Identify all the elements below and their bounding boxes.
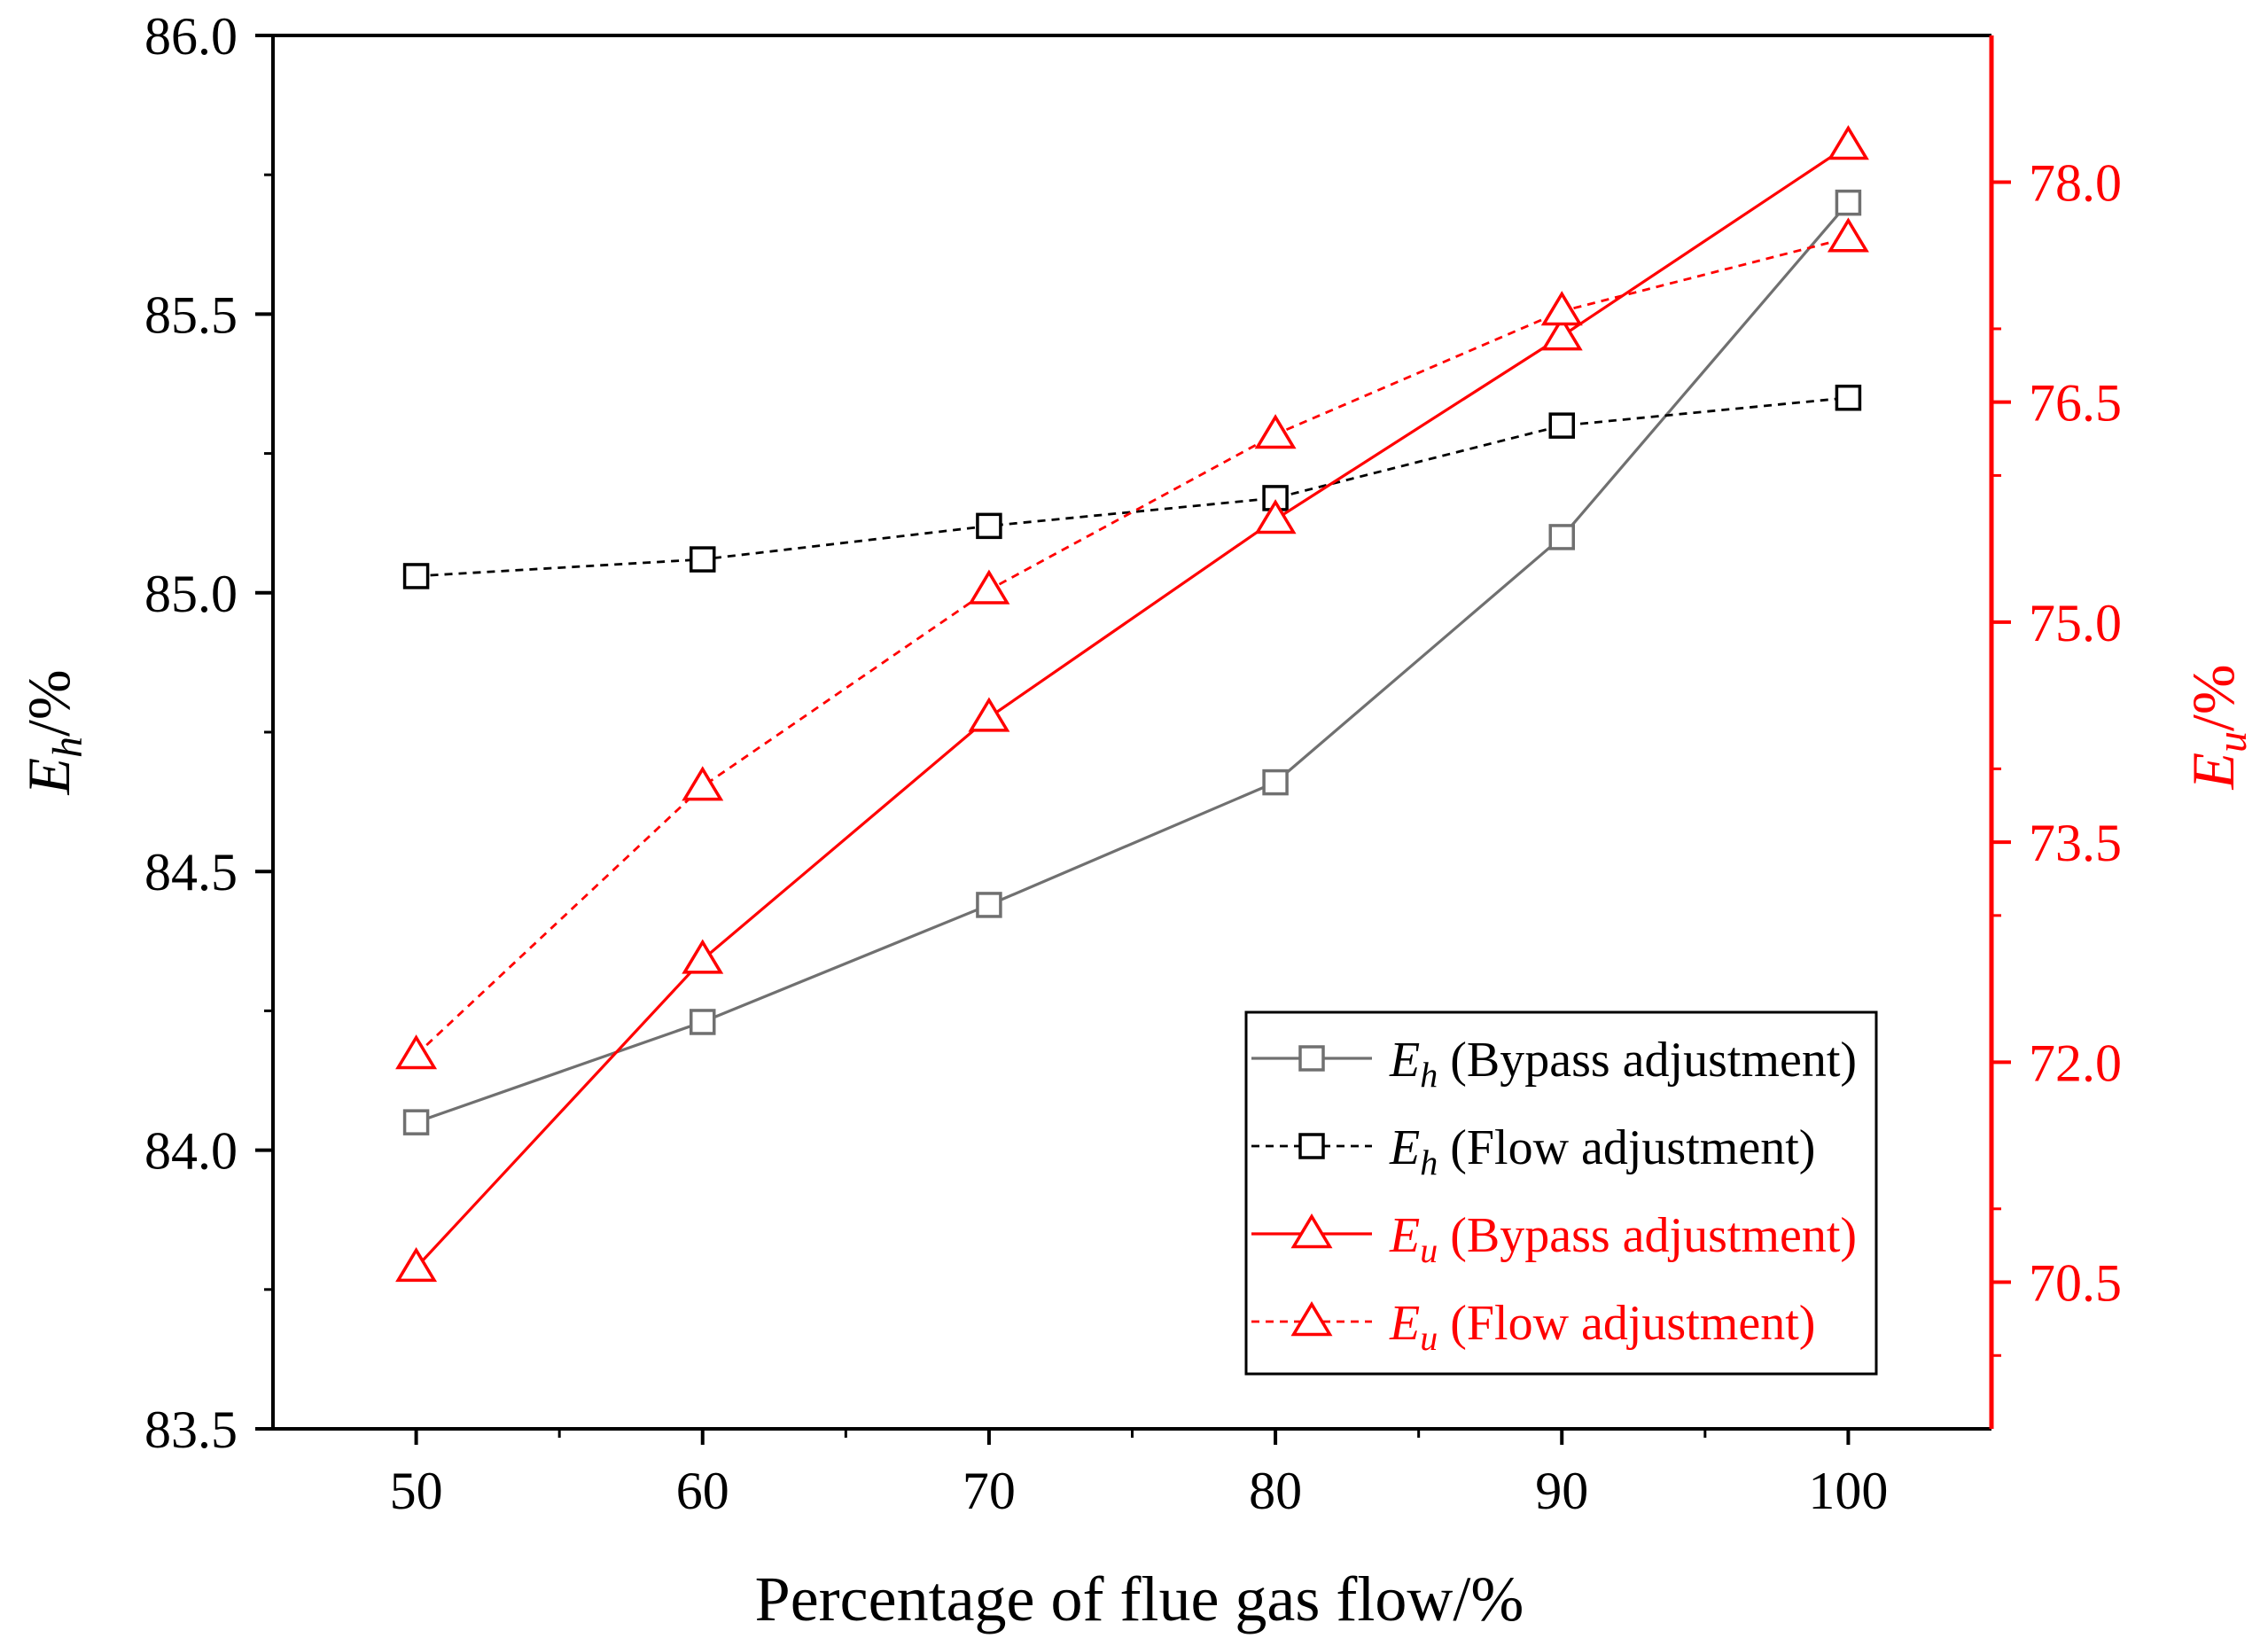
x-tick-label: 80 [1249,1462,1302,1520]
left-y-title-symbol: E [15,758,82,796]
x-tick-label: 100 [1808,1462,1888,1520]
legend-entry-label-0: Eh (Bypass adjustment) [1389,1033,1857,1095]
series-1-point-2 [976,512,1002,540]
legend-entry-label-1: Eh (Flow adjustment) [1389,1120,1815,1182]
series-3-point-0 [395,1034,438,1070]
series-3-point-4 [1540,291,1583,326]
left-y-title-subscript: h [44,737,91,758]
legend-entry-symbol: E [1389,1208,1420,1263]
x-axis-title: Percentage of flue gas flow/% [755,1564,1524,1634]
right-y-tick-label: 76.5 [2029,374,2122,433]
legend-entry-symbol: E [1389,1120,1420,1175]
right-y-tick-label: 75.0 [2029,594,2122,652]
series-0-point-5 [1835,189,1862,216]
series-0-point-2 [976,892,1002,918]
legend-swatch-marker-3 [1290,1301,1333,1337]
left-y-tick-label: 86.0 [144,7,238,66]
left-y-tick-label: 85.0 [144,565,238,623]
left-y-tick-label: 84.5 [144,843,238,901]
left-y-tick-label: 83.5 [144,1400,238,1459]
legend-entry-text: (Bypass adjustment) [1438,1208,1857,1263]
series-line-2 [415,144,1850,1269]
series-3-point-5 [1827,217,1869,253]
legend-entry-label-3: Eu (Flow adjustment) [1389,1296,1815,1358]
right-y-tick-label: 72.0 [2029,1034,2122,1092]
plot-marks [395,125,1869,1283]
series-2-point-1 [682,939,724,974]
series-line-3 [415,236,1849,1057]
x-tick-label: 90 [1535,1462,1588,1520]
legend-entry-subscript: u [1420,1230,1438,1270]
series-0-point-3 [1262,768,1289,796]
legend-swatch-marker-0 [1298,1045,1325,1072]
right-y-tick-label: 73.5 [2029,814,2122,872]
series-2-point-5 [1827,125,1869,160]
series-3-point-1 [682,766,724,801]
legend-entry-label-2: Eu (Bypass adjustment) [1389,1208,1857,1270]
right-y-title-unit: /% [2179,664,2247,731]
legend-entry-text: (Bypass adjustment) [1438,1033,1857,1088]
series-2-point-3 [1254,499,1297,534]
series-2-point-0 [395,1247,438,1283]
series-3-point-3 [1254,414,1297,449]
series-1-point-4 [1548,412,1575,439]
x-tick-label: 50 [390,1462,443,1520]
right-y-title-symbol: E [2179,753,2247,791]
left-y-axis-title: Eh/% [15,669,91,795]
series-1-point-5 [1835,384,1862,411]
series-1-point-0 [402,563,430,589]
legend-swatch-marker-2 [1290,1213,1333,1249]
axes-group: 50 60 70 80 90 100 Percentage of flue gas flow… [15,7,2256,1634]
series-2-point-2 [968,697,1010,732]
x-tick-label: 60 [676,1462,729,1520]
series-0-point-1 [690,1009,716,1035]
right-y-tick-label: 78.0 [2029,153,2122,212]
series-1-point-1 [690,546,716,573]
legend-entry-text: (Flow adjustment) [1438,1120,1815,1175]
left-y-title-unit: /% [15,669,82,737]
series-0-point-0 [402,1109,430,1135]
series-2-point-4 [1540,316,1583,351]
right-y-tick-label: 70.5 [2029,1254,2122,1313]
right-y-axis-title: Eu/% [2179,664,2256,790]
legend-box [1244,1010,1878,1376]
legend-entry-subscript: h [1420,1143,1438,1182]
series-line-0 [416,201,1850,1124]
left-y-tick-label: 84.0 [144,1122,238,1181]
legend-entry-subscript: h [1420,1055,1438,1095]
series-3-point-2 [968,569,1010,605]
legend-entry-symbol: E [1389,1033,1420,1088]
legend-entry-text: (Flow adjustment) [1438,1296,1815,1351]
right-y-title-subscript: u [2209,731,2256,753]
x-tick-label: 70 [963,1462,1016,1520]
legend-swatch-marker-1 [1298,1133,1325,1159]
legend-entry-symbol: E [1389,1296,1420,1351]
legend-entry-subscript: u [1420,1318,1438,1358]
series-line-1 [416,396,1849,578]
series-0-point-4 [1548,524,1575,550]
left-y-tick-label: 85.5 [144,285,238,344]
legend: Eh (Bypass adjustment)Eh (Flow adjustmen… [1244,1010,1878,1376]
